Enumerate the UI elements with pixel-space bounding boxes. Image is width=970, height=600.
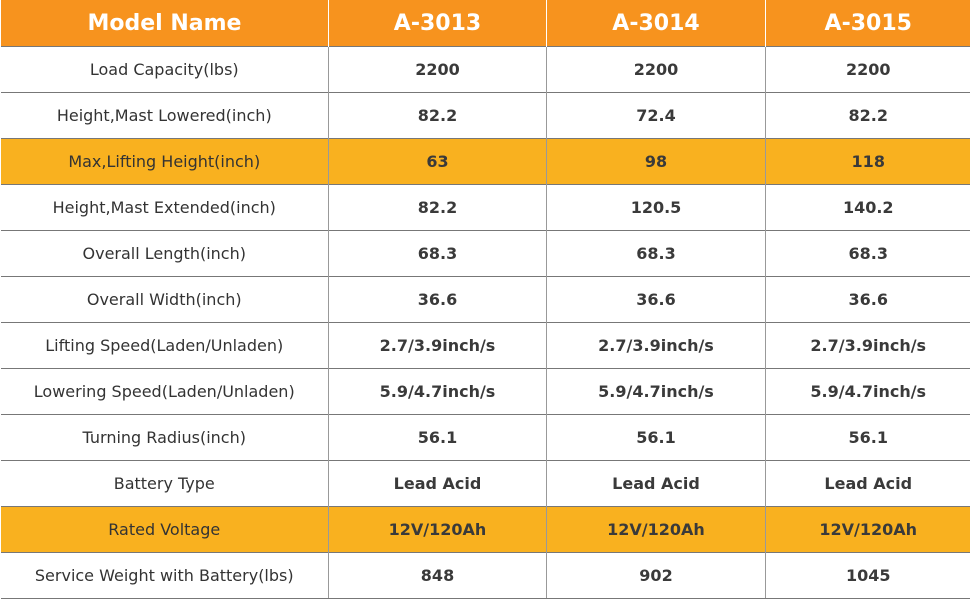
cell-value: Lead Acid: [765, 460, 970, 507]
table-row: Battery Type Lead Acid Lead Acid Lead Acid: [0, 460, 970, 507]
cell-value: 12V/120Ah: [546, 506, 766, 553]
cell-value: 68.3: [765, 230, 970, 277]
row-label: Height,Mast Extended(inch): [0, 184, 329, 231]
row-label: Turning Radius(inch): [0, 414, 329, 461]
cell-value: 36.6: [546, 276, 766, 323]
cell-value: 68.3: [546, 230, 766, 277]
row-label: Overall Length(inch): [0, 230, 329, 277]
header-cell: A-3013: [328, 0, 547, 47]
row-label: Rated Voltage: [0, 506, 329, 553]
cell-value: 56.1: [765, 414, 970, 461]
cell-value: 140.2: [765, 184, 970, 231]
cell-value: 36.6: [328, 276, 547, 323]
table-row: Lifting Speed(Laden/Unladen) 2.7/3.9inch/…: [0, 322, 970, 369]
cell-value: 2.7/3.9inch/s: [328, 322, 547, 369]
cell-value: 2200: [765, 46, 970, 93]
cell-value: 56.1: [328, 414, 547, 461]
cell-value: Lead Acid: [546, 460, 766, 507]
table-body: Load Capacity(lbs) 2200 2200 2200 Height,Mas…: [0, 46, 970, 599]
row-label: Overall Width(inch): [0, 276, 329, 323]
cell-value: 63: [328, 138, 547, 185]
cell-value: 848: [328, 552, 547, 599]
cell-value: 902: [546, 552, 766, 599]
table-row: Overall Length(inch) 68.3 68.3 68.3: [0, 230, 970, 277]
cell-value: 118: [765, 138, 970, 185]
cell-value: 2.7/3.9inch/s: [765, 322, 970, 369]
table-row: Max,Lifting Height(inch) 63 98 118: [0, 138, 970, 185]
table-row: Height,Mast Lowered(inch) 82.2 72.4 82.2: [0, 92, 970, 139]
cell-value: 36.6: [765, 276, 970, 323]
table-row: Rated Voltage 12V/120Ah 12V/120Ah 12V/120Ah: [0, 506, 970, 553]
row-label: Max,Lifting Height(inch): [0, 138, 329, 185]
cell-value: 5.9/4.7inch/s: [546, 368, 766, 415]
cell-value: 5.9/4.7inch/s: [328, 368, 547, 415]
cell-value: 68.3: [328, 230, 547, 277]
cell-value: 82.2: [765, 92, 970, 139]
cell-value: 2200: [328, 46, 547, 93]
row-label: Battery Type: [0, 460, 329, 507]
row-label: Service Weight with Battery(lbs): [0, 552, 329, 599]
row-label: Lifting Speed(Laden/Unladen): [0, 322, 329, 369]
row-label: Lowering Speed(Laden/Unladen): [0, 368, 329, 415]
header-cell: A-3014: [546, 0, 766, 47]
cell-value: 82.2: [328, 92, 547, 139]
cell-value: 12V/120Ah: [328, 506, 547, 553]
cell-value: 98: [546, 138, 766, 185]
header-cell: Model Name: [0, 0, 329, 47]
cell-value: 120.5: [546, 184, 766, 231]
cell-value: 72.4: [546, 92, 766, 139]
cell-value: 2.7/3.9inch/s: [546, 322, 766, 369]
header-row: Model Name A-3013 A-3014 A-3015: [0, 0, 970, 47]
table-row: Service Weight with Battery(lbs) 848 902 10…: [0, 552, 970, 599]
table-header: Model Name A-3013 A-3014 A-3015: [0, 0, 970, 47]
row-label: Height,Mast Lowered(inch): [0, 92, 329, 139]
cell-value: 1045: [765, 552, 970, 599]
cell-value: 12V/120Ah: [765, 506, 970, 553]
table-row: Overall Width(inch) 36.6 36.6 36.6: [0, 276, 970, 323]
table-row: Turning Radius(inch) 56.1 56.1 56.1: [0, 414, 970, 461]
cell-value: 5.9/4.7inch/s: [765, 368, 970, 415]
row-label: Load Capacity(lbs): [0, 46, 329, 93]
table-row: Load Capacity(lbs) 2200 2200 2200: [0, 46, 970, 93]
cell-value: 56.1: [546, 414, 766, 461]
cell-value: Lead Acid: [328, 460, 547, 507]
table-row: Lowering Speed(Laden/Unladen) 5.9/4.7inch…: [0, 368, 970, 415]
table-row: Height,Mast Extended(inch) 82.2 120.5 140.2: [0, 184, 970, 231]
header-cell: A-3015: [765, 0, 970, 47]
cell-value: 2200: [546, 46, 766, 93]
cell-value: 82.2: [328, 184, 547, 231]
